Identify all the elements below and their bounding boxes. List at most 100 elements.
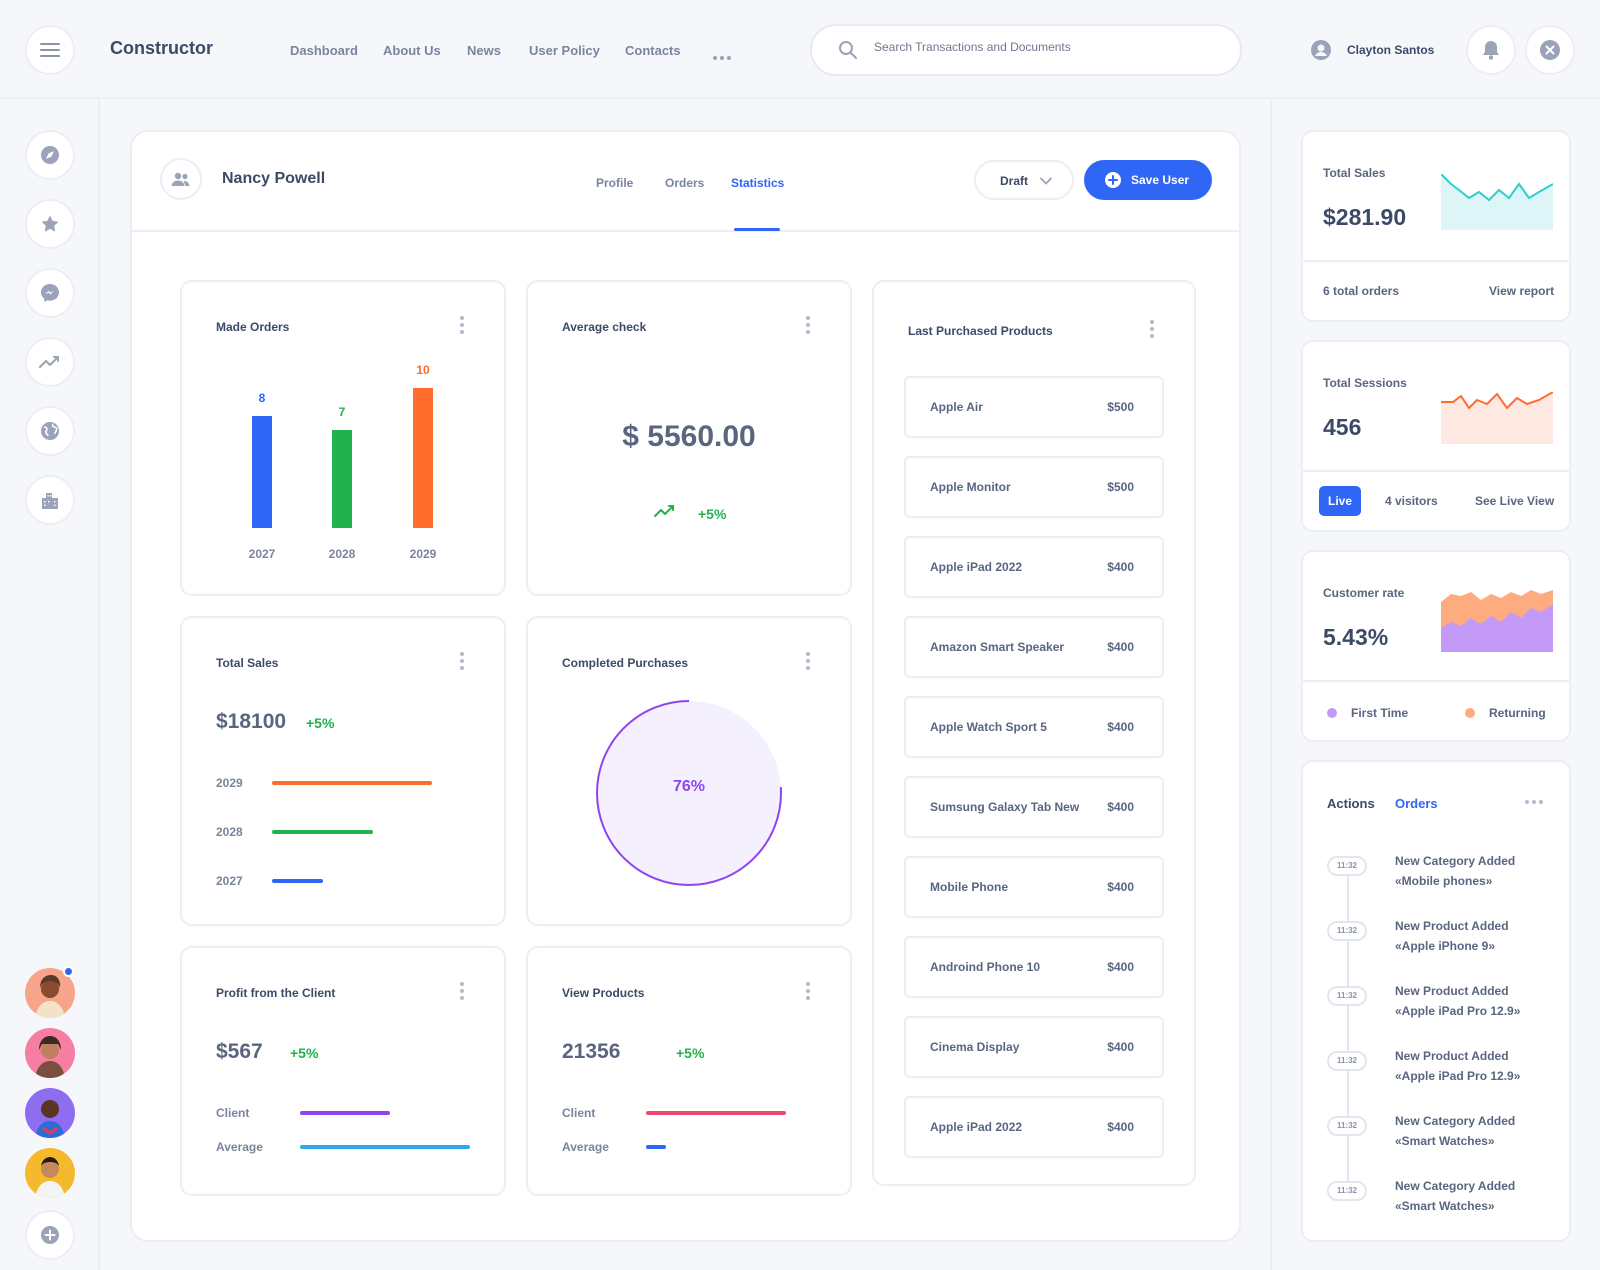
top-bar: Constructor Dashboard About Us News User…: [0, 0, 1600, 99]
more-icon[interactable]: [806, 982, 810, 1000]
profile-name: Nancy Powell: [222, 170, 326, 187]
timeline-detail: «Mobile phones»: [1395, 874, 1493, 888]
actions-card: Actions Orders 11:32 New Category Added «M…: [1301, 760, 1571, 1242]
avatar[interactable]: [25, 1148, 75, 1198]
tab-actions[interactable]: Actions: [1327, 796, 1375, 811]
profit-card: Profit from the Client $567 +5% Client Av…: [180, 946, 506, 1196]
tick-label: 2027: [249, 547, 276, 561]
data-label: 8: [259, 391, 266, 405]
timeline-time: 11:32: [1327, 1116, 1367, 1136]
product-name: Cinema Display: [930, 1040, 1020, 1054]
product-item[interactable]: Apple iPad 2022 $400: [904, 1096, 1164, 1158]
more-icon[interactable]: [460, 316, 464, 334]
sidebar-favorites[interactable]: [25, 199, 75, 249]
see-live-view-link[interactable]: See Live View: [1475, 494, 1555, 508]
panel-header: Nancy Powell Profile Orders Statistics D…: [132, 132, 1239, 232]
product-item[interactable]: Mobile Phone $400: [904, 856, 1164, 918]
row-label: 2029: [216, 776, 243, 790]
profit-value: $567: [216, 1040, 263, 1063]
avatar[interactable]: [25, 1088, 75, 1138]
product-price: $400: [1107, 800, 1134, 814]
legend-dot: [1465, 708, 1475, 718]
completed-purchases-value: 76%: [672, 778, 706, 795]
tab-statistics[interactable]: Statistics: [731, 176, 785, 190]
product-item[interactable]: Cinema Display $400: [904, 1016, 1164, 1078]
plus-circle-icon: [41, 1226, 59, 1244]
product-item[interactable]: Apple Monitor $500: [904, 456, 1164, 518]
user-name[interactable]: Clayton Santos: [1347, 43, 1435, 57]
average-check-value: $ 5560.00: [622, 420, 756, 453]
close-button[interactable]: [1525, 25, 1575, 75]
nav-news[interactable]: News: [467, 43, 501, 58]
timeline-item: 11:32 New Category Added «Smart Watches»: [1303, 1110, 1573, 1160]
more-nav-icon[interactable]: [713, 47, 731, 65]
progress-bar: [300, 1145, 470, 1149]
nav-dashboard[interactable]: Dashboard: [290, 43, 358, 58]
sidebar-messages[interactable]: [25, 268, 75, 318]
product-name: Apple iPad 2022: [930, 1120, 1023, 1134]
card-title: Total Sales: [1323, 166, 1386, 180]
search-input[interactable]: [874, 40, 1214, 54]
product-name: Apple Air: [930, 400, 983, 414]
total-sales-value: $18100: [216, 710, 287, 733]
product-item[interactable]: Apple Watch Sport 5 $400: [904, 696, 1164, 758]
messenger-icon: [41, 284, 59, 302]
timeline-item: 11:32 New Category Added «Mobile phones»: [1303, 850, 1573, 900]
more-horizontal-icon[interactable]: [1525, 800, 1543, 804]
data-label: 10: [416, 363, 430, 377]
made-orders-chart: 8 2027 7 2028 10 2029: [249, 363, 437, 561]
product-price: $500: [1107, 480, 1134, 494]
row-label: Average: [216, 1140, 263, 1154]
hamburger-icon: [40, 43, 60, 57]
menu-button[interactable]: [25, 25, 75, 75]
online-indicator: [63, 966, 74, 977]
product-item[interactable]: Amazon Smart Speaker $400: [904, 616, 1164, 678]
nav-user-policy[interactable]: User Policy: [529, 43, 600, 58]
avatar[interactable]: [25, 968, 75, 1018]
row-label: Client: [562, 1106, 596, 1120]
app-title: Constructor: [110, 38, 213, 58]
completed-purchases-card: Completed Purchases 76%: [526, 616, 852, 926]
product-name: Mobile Phone: [930, 880, 1008, 894]
product-item[interactable]: Apple iPad 2022 $400: [904, 536, 1164, 598]
product-price: $400: [1107, 720, 1134, 734]
timeline-detail: «Apple iPad Pro 12.9»: [1395, 1069, 1521, 1083]
sidebar-explore[interactable]: [25, 130, 75, 180]
sidebar-globe[interactable]: [25, 406, 75, 456]
product-name: Sumsung Galaxy Tab New: [930, 800, 1080, 814]
right-sidebar: [1270, 99, 1600, 1270]
tick-label: 2028: [329, 547, 356, 561]
add-user-button[interactable]: [25, 1210, 75, 1260]
more-icon[interactable]: [1150, 320, 1154, 338]
more-icon[interactable]: [460, 982, 464, 1000]
more-icon[interactable]: [806, 652, 810, 670]
live-badge[interactable]: Live: [1319, 486, 1361, 516]
tab-profile[interactable]: Profile: [596, 176, 634, 190]
card-title: Made Orders: [216, 320, 290, 334]
notifications-button[interactable]: [1466, 25, 1516, 75]
sidebar-buildings[interactable]: [25, 475, 75, 525]
row-label: Client: [216, 1106, 250, 1120]
status-dropdown[interactable]: Draft: [974, 160, 1074, 200]
view-report-link[interactable]: View report: [1489, 284, 1555, 298]
tab-orders[interactable]: Orders: [665, 176, 705, 190]
compass-icon: [41, 146, 59, 164]
timeline-detail: «Smart Watches»: [1395, 1134, 1495, 1148]
timeline-item: 11:32 New Product Added «Apple iPad Pro 12…: [1303, 980, 1573, 1030]
user-avatar-icon[interactable]: [1311, 40, 1331, 60]
timeline-item: 11:32 New Product Added «Apple iPad Pro 12…: [1303, 1045, 1573, 1095]
sidebar-analytics[interactable]: [25, 337, 75, 387]
product-item[interactable]: Androind Phone 10 $400: [904, 936, 1164, 998]
save-user-button[interactable]: Save User: [1084, 160, 1212, 200]
avatar[interactable]: [25, 1028, 75, 1078]
nav-about-us[interactable]: About Us: [383, 43, 441, 58]
nav-contacts[interactable]: Contacts: [625, 43, 681, 58]
more-icon[interactable]: [460, 652, 464, 670]
product-item[interactable]: Apple Air $500: [904, 376, 1164, 438]
product-name: Apple Monitor: [930, 480, 1011, 494]
sessions-sparkline: [1441, 392, 1553, 444]
more-icon[interactable]: [806, 316, 810, 334]
tab-orders[interactable]: Orders: [1395, 796, 1438, 811]
product-price: $500: [1107, 400, 1134, 414]
product-item[interactable]: Sumsung Galaxy Tab New $400: [904, 776, 1164, 838]
